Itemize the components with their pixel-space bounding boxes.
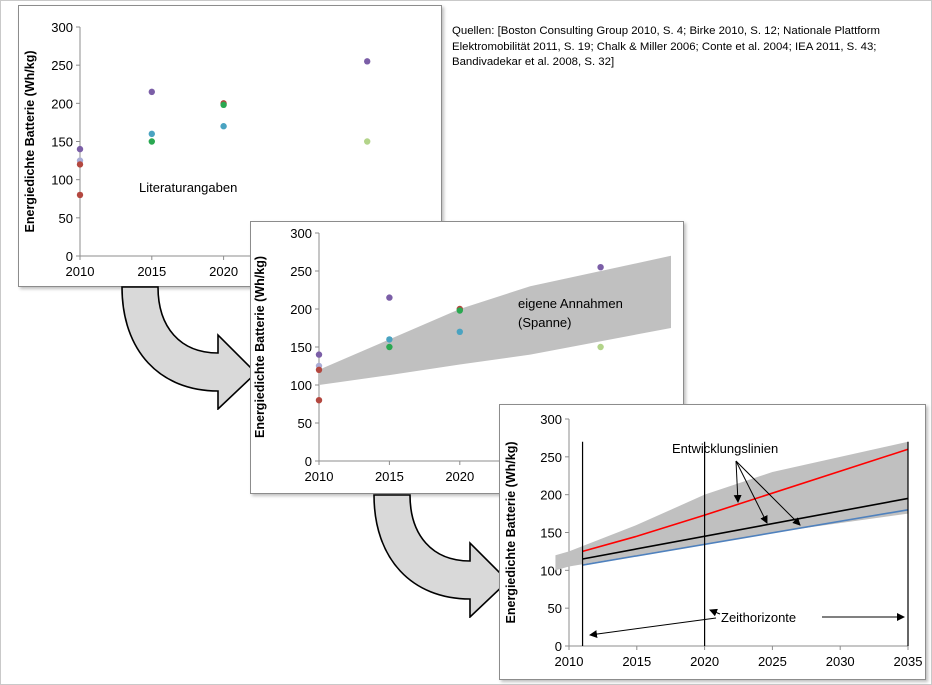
data-point — [386, 294, 393, 301]
y-tick-label: 100 — [290, 378, 312, 393]
x-tick-label: 2010 — [555, 654, 584, 669]
data-point — [148, 88, 155, 96]
data-point — [76, 191, 84, 199]
x-tick-label: 2020 — [209, 264, 238, 279]
chart-literature: 0 50 100 150 200 250 300 2010 2015 2020 Energiedic… — [23, 20, 439, 279]
annotation-literature: Literaturangaben — [139, 180, 237, 195]
assumption-band — [319, 255, 671, 385]
curved-arrow-2 — [373, 494, 510, 618]
x-tick-label: 2010 — [305, 469, 334, 484]
y-tick-label: 0 — [305, 454, 312, 469]
data-point — [315, 351, 323, 358]
curved-arrow-1 — [121, 286, 258, 410]
y-axis-label: Energiedichte Batterie (Wh/kg) — [253, 256, 267, 438]
development-line — [582, 448, 909, 553]
x-tick-label: 2015 — [137, 264, 166, 279]
x-tick-label: 2025 — [758, 654, 787, 669]
data-point — [148, 138, 155, 145]
pointer-arrow — [709, 608, 721, 617]
y-tick-label: 300 — [51, 20, 73, 35]
x-tick-label: 2020 — [445, 469, 474, 484]
y-tick-label: 150 — [540, 526, 562, 541]
y-tick-label: 300 — [540, 412, 562, 427]
y-axis-label: Energiedichte Batterie (Wh/kg) — [23, 51, 37, 233]
annotation-time-horizons: Zeithorizonte — [721, 610, 796, 625]
pointer-arrow — [735, 460, 801, 526]
y-tick-label: 150 — [51, 135, 73, 150]
data-point — [148, 130, 155, 138]
development-line — [582, 497, 909, 560]
data-point — [597, 264, 604, 271]
y-tick-label: 0 — [66, 249, 73, 264]
data-point — [220, 101, 227, 109]
y-axis-label: Energiedichte Batterie (Wh/kg) — [504, 442, 518, 624]
chart-panel-development: 0 50 100 150 200 250 300 2010 2015 2020 2025 2030 20… — [499, 404, 926, 680]
annotation-assumptions-line: eigene Annahmen — [518, 296, 623, 311]
data-point — [597, 343, 604, 351]
chart-assumptions: 0 50 100 150 200 250 300 2010 2015 2020 Energiedic… — [253, 226, 671, 484]
sources-text: Quellen: [Boston Consulting Group 2010, … — [452, 25, 881, 68]
data-point — [315, 397, 323, 404]
x-tick-label: 2030 — [826, 654, 855, 669]
data-point — [315, 366, 323, 373]
data-point — [364, 58, 371, 65]
y-tick-label: 0 — [555, 639, 562, 654]
development-line — [582, 509, 909, 566]
x-tick-label: 2020 — [690, 654, 719, 669]
curved-arrow-shape — [121, 286, 258, 410]
y-tick-label: 50 — [548, 601, 562, 616]
data-point — [76, 161, 84, 168]
y-tick-label: 200 — [51, 96, 73, 111]
y-tick-label: 100 — [51, 173, 73, 188]
y-tick-label: 200 — [290, 302, 312, 317]
y-tick-label: 150 — [290, 340, 312, 355]
y-tick-label: 250 — [51, 58, 73, 73]
data-point — [364, 138, 371, 145]
x-tick-label: 2035 — [894, 654, 923, 669]
data-point — [386, 336, 393, 343]
y-tick-label: 250 — [540, 450, 562, 465]
y-tick-label: 200 — [540, 488, 562, 503]
y-tick-label: 250 — [290, 264, 312, 279]
curved-arrow-shape — [373, 494, 510, 618]
data-point — [456, 328, 463, 335]
y-tick-label: 300 — [290, 226, 312, 241]
x-tick-label: 2015 — [375, 469, 404, 484]
data-point — [220, 123, 227, 130]
data-point — [386, 343, 393, 351]
data-point — [456, 307, 463, 314]
pointer-arrow — [733, 460, 742, 503]
y-tick-label: 50 — [59, 211, 73, 226]
x-tick-label: 2015 — [622, 654, 651, 669]
data-point — [76, 145, 84, 153]
pointer-arrow — [735, 460, 768, 524]
annotation-development-lines: Entwicklungslinien — [672, 441, 778, 456]
pointer-arrow — [589, 617, 717, 639]
y-tick-label: 50 — [298, 416, 312, 431]
annotation-assumptions-line: (Spanne) — [518, 315, 571, 330]
x-tick-label: 2010 — [66, 264, 95, 279]
